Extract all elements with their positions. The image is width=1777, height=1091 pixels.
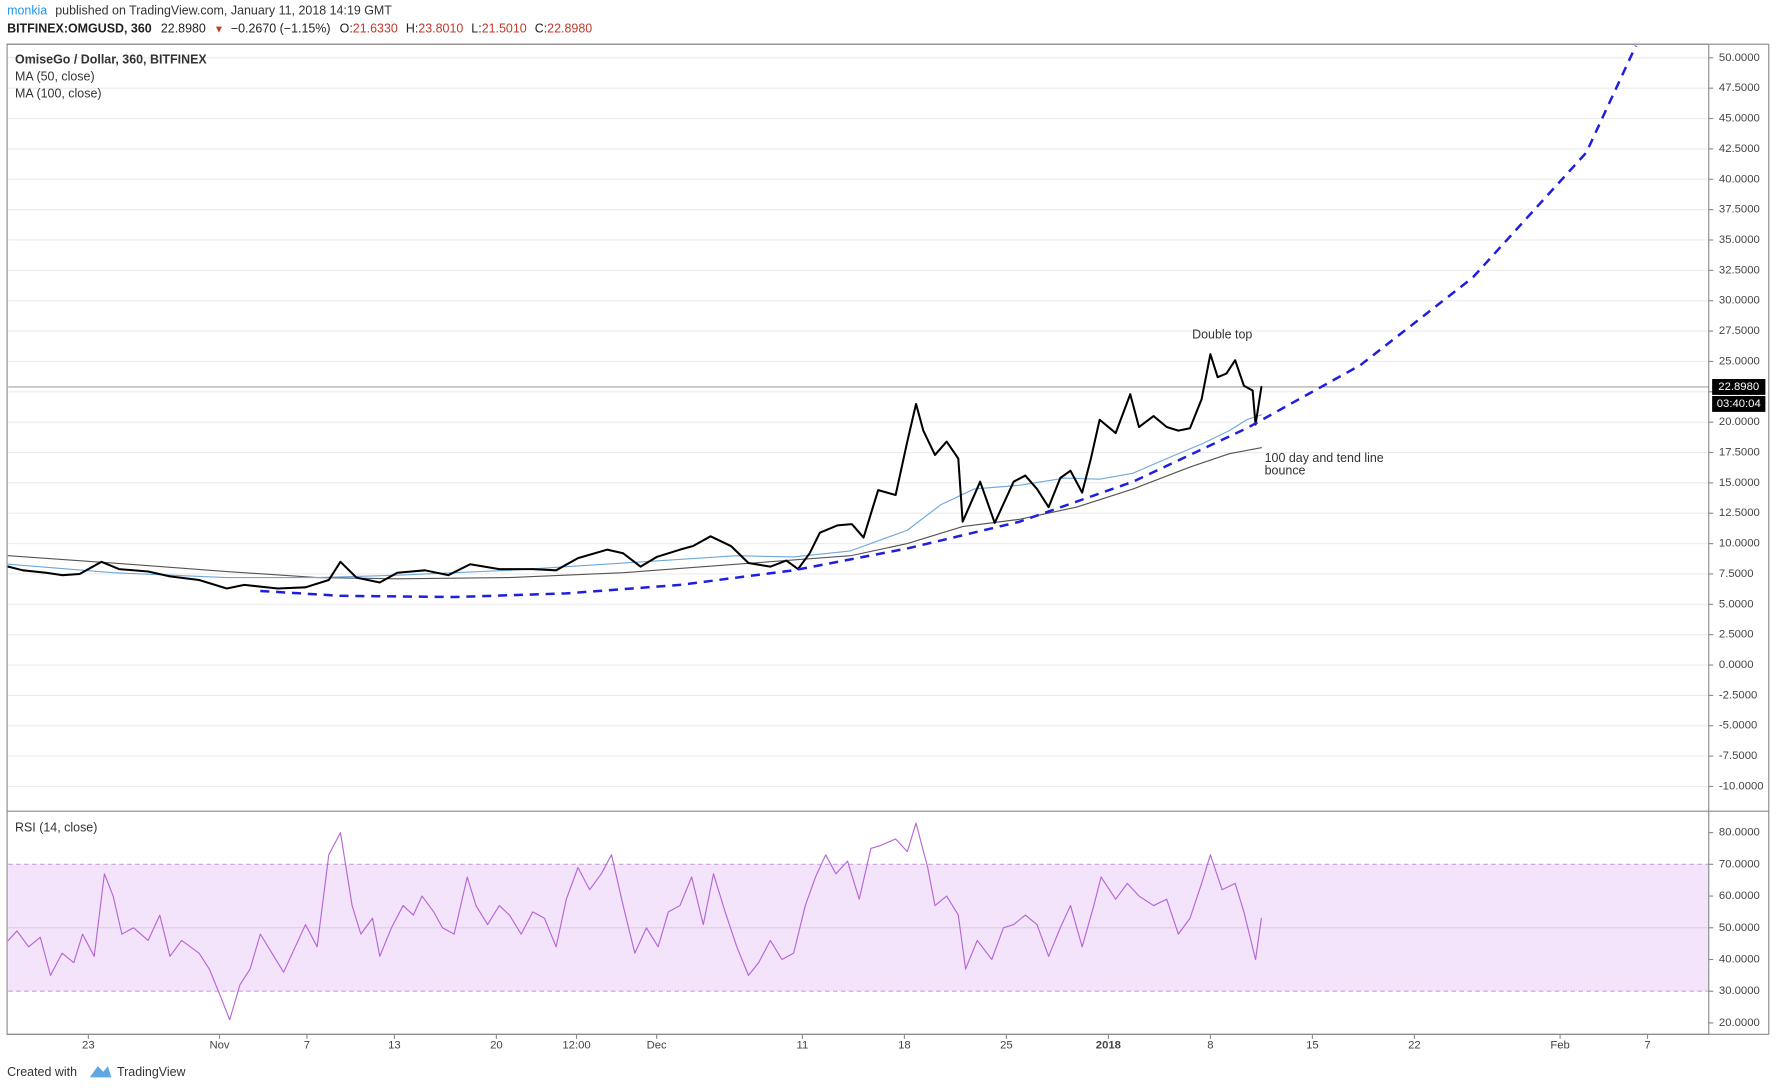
x-tick-label: 22 xyxy=(1408,1040,1421,1052)
last-price: 22.8980 xyxy=(161,22,206,36)
x-tick-label: 13 xyxy=(388,1040,401,1052)
y-tick-label: 2.5000 xyxy=(1719,629,1754,641)
y-tick-label: 20.0000 xyxy=(1719,416,1760,428)
y-tick-label: 0.0000 xyxy=(1719,659,1754,671)
legend-entry: RSI (14, close) xyxy=(15,820,97,834)
y-tick-label: 5.0000 xyxy=(1719,598,1754,610)
y-tick-label: 25.0000 xyxy=(1719,355,1760,367)
legend-entry: OmiseGo / Dollar, 360, BITFINEX xyxy=(15,52,207,66)
x-tick-label: 2018 xyxy=(1096,1040,1121,1052)
y-tick-label: 12.5000 xyxy=(1719,507,1760,519)
y-tick-label: 47.5000 xyxy=(1719,82,1760,94)
y-tick-label: 37.5000 xyxy=(1719,204,1760,216)
countdown-box xyxy=(1712,396,1766,412)
x-tick-label: 11 xyxy=(797,1040,809,1052)
y-tick-label: 30.0000 xyxy=(1719,295,1760,307)
x-tick-label: 25 xyxy=(1000,1040,1013,1052)
series-layer xyxy=(7,45,1638,1021)
series-line xyxy=(7,414,1262,579)
x-tick-label: 8 xyxy=(1207,1040,1213,1052)
x-tick-label: 18 xyxy=(898,1040,911,1052)
frame-layer xyxy=(6,43,1770,1035)
ohlc-label: H: xyxy=(406,22,418,36)
y-tick-label: 45.0000 xyxy=(1719,113,1760,125)
y-tick-label: 32.5000 xyxy=(1719,264,1760,276)
backdrop-layer xyxy=(8,863,1709,992)
direction: ▼ xyxy=(214,24,224,35)
x-tick-label: Feb xyxy=(1550,1040,1569,1052)
grid-layer xyxy=(8,57,1714,1039)
x-tick-label: 7 xyxy=(304,1040,310,1052)
ohlc-label: O: xyxy=(340,22,353,36)
y-tick-label: 50.0000 xyxy=(1719,52,1760,64)
series-line xyxy=(7,822,1262,1021)
change: −0.2670 (−1.15%) xyxy=(231,22,331,36)
footer-brand: TradingView xyxy=(117,1065,187,1079)
footer-text: Created with xyxy=(7,1065,77,1079)
annotation: bounce xyxy=(1265,464,1306,478)
annotation: Double top xyxy=(1192,328,1252,342)
series-line xyxy=(7,447,1262,580)
author: monkia xyxy=(7,4,47,18)
x-tick-label: 15 xyxy=(1306,1040,1319,1052)
ohlc-label: L: xyxy=(471,22,481,36)
y-tick-label: 60.0000 xyxy=(1719,890,1760,902)
x-tick-label: 12:00 xyxy=(562,1040,590,1052)
y-tick-label: 27.5000 xyxy=(1719,325,1760,337)
legend-entry: MA (100, close) xyxy=(15,86,102,100)
publish-line: monkia published on TradingView.com, Jan… xyxy=(7,4,392,18)
countdown: 03:40:04 xyxy=(1717,398,1761,410)
y-tick-label: 42.5000 xyxy=(1719,143,1760,155)
y-tick-label: 10.0000 xyxy=(1719,538,1760,550)
x-tick-label: 7 xyxy=(1644,1040,1650,1052)
ohlc-value: 21.5010 xyxy=(482,22,527,36)
x-tick-label: 23 xyxy=(82,1040,95,1052)
y-tick-label: -10.0000 xyxy=(1719,780,1764,792)
brand-logo xyxy=(89,1066,112,1078)
y-tick-label: 35.0000 xyxy=(1719,234,1760,246)
y-tick-label: -7.5000 xyxy=(1719,750,1757,762)
trend-line xyxy=(260,45,1638,599)
x-tick-label: 20 xyxy=(490,1040,503,1052)
y-tick-label: 7.5000 xyxy=(1719,568,1754,580)
legend-entry: MA (50, close) xyxy=(15,69,95,83)
y-tick-label: 15.0000 xyxy=(1719,477,1760,489)
y-tick-label: 80.0000 xyxy=(1719,827,1760,839)
ohlc-value: 23.8010 xyxy=(418,22,463,36)
text-layer: monkia published on TradingView.com, Jan… xyxy=(7,4,1766,1079)
ohlc-value: 22.8980 xyxy=(547,22,592,36)
series-line xyxy=(7,353,1263,590)
y-tick-label: 17.5000 xyxy=(1719,446,1760,458)
published: published on TradingView.com, January 11… xyxy=(55,4,392,18)
y-tick-label: 30.0000 xyxy=(1719,985,1760,997)
x-tick-label: Dec xyxy=(647,1040,667,1052)
y-tick-label: -2.5000 xyxy=(1719,689,1757,701)
annotation: 100 day and tend line xyxy=(1265,451,1384,465)
y-tick-label: 40.0000 xyxy=(1719,953,1760,965)
symbol-line: BITFINEX:OMGUSD, 360 22.8980 ▼ −0.2670 (… xyxy=(7,22,592,36)
y-tick-label: 40.0000 xyxy=(1719,173,1760,185)
price-label: 22.8980 xyxy=(1718,381,1759,393)
ohlc-label: C: xyxy=(535,22,547,36)
y-tick-label: 20.0000 xyxy=(1719,1017,1760,1029)
y-tick-label: -5.0000 xyxy=(1719,720,1757,732)
x-tick-label: Nov xyxy=(209,1040,229,1052)
y-tick-label: 50.0000 xyxy=(1719,922,1760,934)
ohlc-value: 21.6330 xyxy=(353,22,398,36)
y-tick-label: 70.0000 xyxy=(1719,858,1760,870)
price-label-box xyxy=(1712,379,1766,395)
symbol: BITFINEX:OMGUSD, 360 xyxy=(7,22,152,36)
